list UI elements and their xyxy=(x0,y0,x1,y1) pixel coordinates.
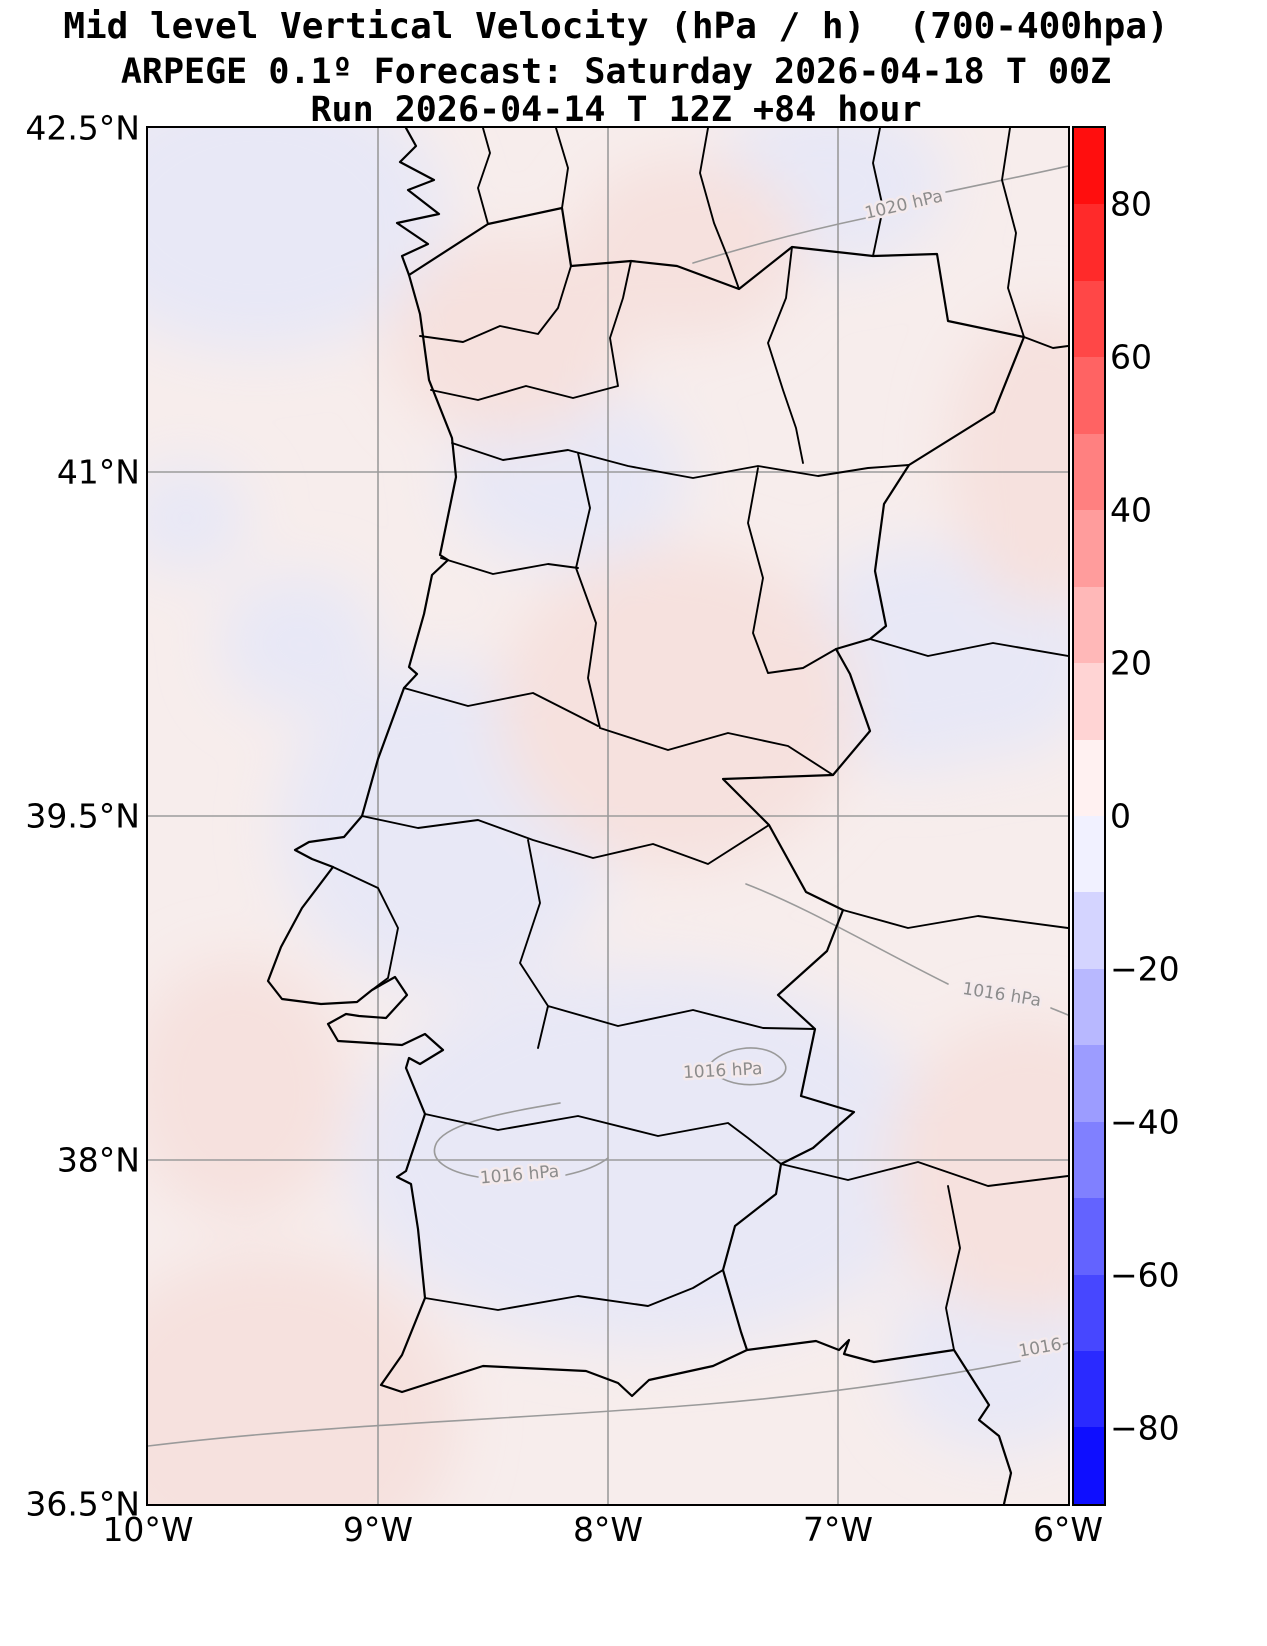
coastline-path xyxy=(266,128,1013,1504)
colorbar-segment xyxy=(1074,510,1104,587)
colorbar-tick-label: 60 xyxy=(1110,337,1152,377)
y-tick-label-39-5n: 39.5°N xyxy=(25,796,140,836)
colorbar-segment xyxy=(1074,1274,1104,1351)
x-tick-label-9w: 9°W xyxy=(342,1510,414,1549)
y-tick-label-36-5n: 36.5°N xyxy=(25,1484,140,1524)
colorbar xyxy=(1072,126,1106,1506)
y-tick-label-38n: 38°N xyxy=(56,1140,140,1180)
colorbar-segment xyxy=(1074,1351,1104,1428)
y-tick-label-42-5n: 42.5°N xyxy=(25,108,140,148)
colorbar-tick-label: −60 xyxy=(1110,1255,1180,1295)
colorbar-tick-label: 80 xyxy=(1110,184,1152,224)
colorbar-segment xyxy=(1074,968,1104,1046)
gridlines xyxy=(148,128,1068,1504)
colorbar-segment xyxy=(1074,280,1104,358)
velocity-shading xyxy=(148,128,1068,1504)
colorbar-segment xyxy=(1074,815,1104,893)
colorbar-tick-label: −20 xyxy=(1110,949,1180,989)
colorbar-tick-label: −80 xyxy=(1110,1408,1180,1448)
colorbar-segment xyxy=(1074,128,1104,205)
map-plot-area: 1020 hPa 1016 hPa 1016 hPa 1016 hPa 1016 xyxy=(146,126,1070,1506)
colorbar-segment xyxy=(1074,663,1104,740)
colorbar-tick-label: −40 xyxy=(1110,1102,1180,1142)
colorbar-tick-label: 20 xyxy=(1110,643,1152,683)
x-tick-label-10w: 10°W xyxy=(102,1510,194,1549)
colorbar-segment xyxy=(1074,586,1104,664)
colorbar-segment xyxy=(1074,892,1104,969)
x-tick-label-8w: 8°W xyxy=(572,1510,644,1549)
isobar-label-1016hpa-center: 1016 hPa xyxy=(683,1059,763,1083)
chart-run-info: Run 2026-04-14 T 12Z +84 hour xyxy=(310,90,922,130)
chart-subtitle: ARPEGE 0.1º Forecast: Saturday 2026-04-1… xyxy=(120,52,1112,92)
district-borders xyxy=(332,128,1068,1351)
colorbar-gradient xyxy=(1074,128,1104,1504)
colorbar-segment xyxy=(1074,1198,1104,1275)
coastline-border xyxy=(266,128,1026,1504)
colorbar-segment xyxy=(1074,1045,1104,1122)
colorbar-segment xyxy=(1074,204,1104,281)
colorbar-segment xyxy=(1074,433,1104,511)
colorbar-segment xyxy=(1074,739,1104,816)
isobar-contours xyxy=(148,165,1068,1447)
y-tick-label-41n: 41°N xyxy=(56,452,140,492)
colorbar-segment xyxy=(1074,1427,1104,1504)
colorbar-tick-label: 0 xyxy=(1110,796,1131,836)
colorbar-tick-label: 40 xyxy=(1110,490,1152,530)
x-tick-label-6w: 6°W xyxy=(1032,1510,1104,1549)
map-canvas: 1020 hPa 1016 hPa 1016 hPa 1016 hPa 1016 xyxy=(148,128,1068,1504)
national-border-path xyxy=(407,206,1026,1352)
chart-title: Mid level Vertical Velocity (hPa / h) (7… xyxy=(63,6,1169,47)
x-tick-label-7w: 7°W xyxy=(802,1510,874,1549)
colorbar-segment xyxy=(1074,1121,1104,1199)
colorbar-tick-labels: 80 60 40 20 0 −20 −40 −60 −80 xyxy=(1110,128,1230,1504)
colorbar-segment xyxy=(1074,357,1104,434)
